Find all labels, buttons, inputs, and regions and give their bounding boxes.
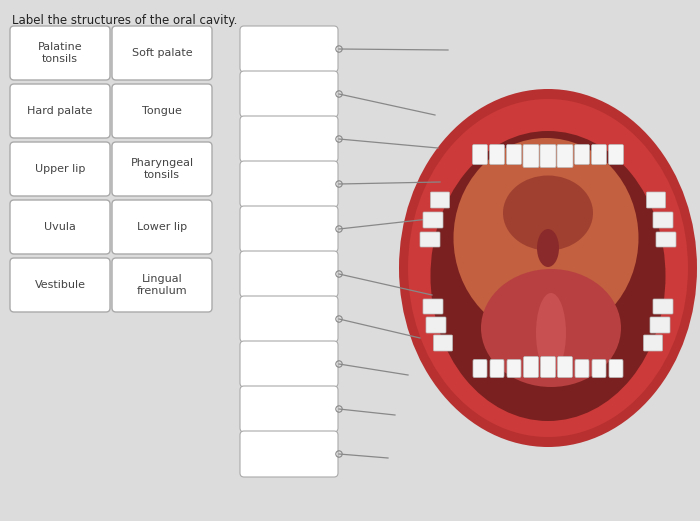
Ellipse shape <box>391 76 700 461</box>
Text: Upper lip: Upper lip <box>35 164 85 174</box>
FancyBboxPatch shape <box>10 142 110 196</box>
FancyBboxPatch shape <box>650 317 670 333</box>
FancyBboxPatch shape <box>426 317 446 333</box>
FancyBboxPatch shape <box>575 359 589 378</box>
FancyBboxPatch shape <box>608 144 624 165</box>
FancyBboxPatch shape <box>423 212 443 228</box>
FancyBboxPatch shape <box>557 356 573 378</box>
FancyBboxPatch shape <box>420 232 440 247</box>
FancyBboxPatch shape <box>240 341 338 387</box>
FancyBboxPatch shape <box>433 335 452 351</box>
FancyBboxPatch shape <box>490 359 504 378</box>
FancyBboxPatch shape <box>112 200 212 254</box>
FancyBboxPatch shape <box>592 144 606 165</box>
Ellipse shape <box>503 176 593 251</box>
Ellipse shape <box>481 269 621 387</box>
Text: Hard palate: Hard palate <box>27 106 92 116</box>
FancyBboxPatch shape <box>592 359 606 378</box>
FancyBboxPatch shape <box>112 142 212 196</box>
Text: Lingual
frenulum: Lingual frenulum <box>136 274 188 296</box>
FancyBboxPatch shape <box>473 359 487 378</box>
FancyBboxPatch shape <box>507 144 522 165</box>
FancyBboxPatch shape <box>653 299 673 314</box>
FancyBboxPatch shape <box>540 356 556 378</box>
FancyBboxPatch shape <box>653 212 673 228</box>
FancyBboxPatch shape <box>489 144 505 165</box>
FancyBboxPatch shape <box>524 356 538 378</box>
FancyBboxPatch shape <box>240 116 338 162</box>
Ellipse shape <box>408 99 688 437</box>
Text: Label the structures of the oral cavity.: Label the structures of the oral cavity. <box>12 14 237 27</box>
FancyBboxPatch shape <box>112 26 212 80</box>
Text: Tongue: Tongue <box>142 106 182 116</box>
FancyBboxPatch shape <box>523 144 539 167</box>
FancyBboxPatch shape <box>647 192 666 208</box>
Text: Soft palate: Soft palate <box>132 48 192 58</box>
FancyBboxPatch shape <box>430 192 449 208</box>
Ellipse shape <box>430 131 666 421</box>
FancyBboxPatch shape <box>112 84 212 138</box>
FancyBboxPatch shape <box>575 144 589 165</box>
Text: Palatine
tonsils: Palatine tonsils <box>38 42 83 64</box>
Text: Uvula: Uvula <box>44 222 76 232</box>
FancyBboxPatch shape <box>609 359 623 378</box>
FancyBboxPatch shape <box>643 335 662 351</box>
FancyBboxPatch shape <box>240 26 338 72</box>
Text: Vestibule: Vestibule <box>34 280 85 290</box>
FancyBboxPatch shape <box>240 206 338 252</box>
FancyBboxPatch shape <box>10 84 110 138</box>
FancyBboxPatch shape <box>240 431 338 477</box>
FancyBboxPatch shape <box>10 258 110 312</box>
FancyBboxPatch shape <box>112 258 212 312</box>
Ellipse shape <box>454 138 638 338</box>
FancyBboxPatch shape <box>10 26 110 80</box>
FancyBboxPatch shape <box>540 144 556 167</box>
FancyBboxPatch shape <box>240 386 338 432</box>
Ellipse shape <box>536 293 566 373</box>
Ellipse shape <box>399 89 697 447</box>
FancyBboxPatch shape <box>557 144 573 167</box>
Text: Lower lip: Lower lip <box>137 222 187 232</box>
FancyBboxPatch shape <box>240 296 338 342</box>
FancyBboxPatch shape <box>240 251 338 297</box>
FancyBboxPatch shape <box>10 200 110 254</box>
Text: Pharyngeal
tonsils: Pharyngeal tonsils <box>130 158 194 180</box>
FancyBboxPatch shape <box>240 71 338 117</box>
FancyBboxPatch shape <box>656 232 676 247</box>
Ellipse shape <box>537 229 559 267</box>
FancyBboxPatch shape <box>240 161 338 207</box>
FancyBboxPatch shape <box>473 144 487 165</box>
FancyBboxPatch shape <box>423 299 443 314</box>
FancyBboxPatch shape <box>507 359 521 378</box>
